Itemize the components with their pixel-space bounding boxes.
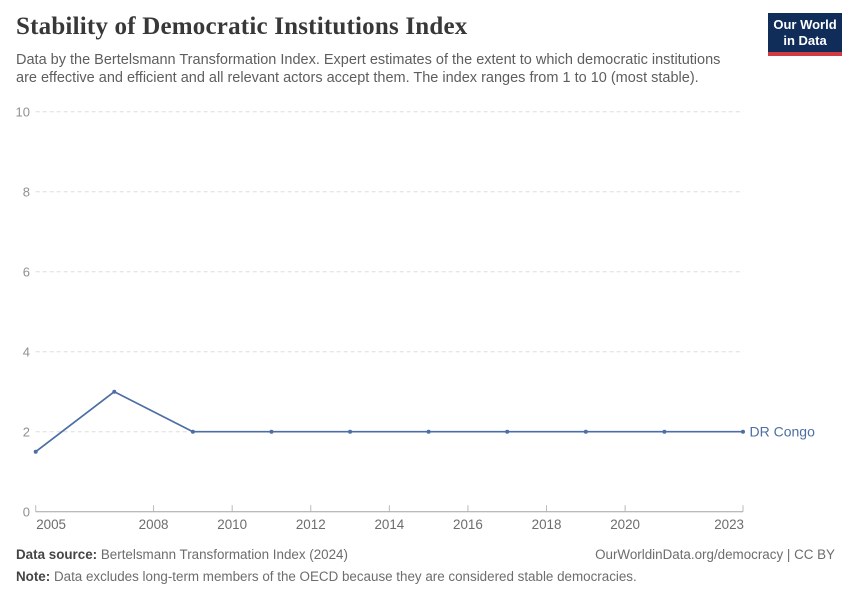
data-point-dr-congo-2007 bbox=[112, 389, 117, 394]
logo-text-line2: in Data bbox=[783, 32, 827, 48]
y-axis-label-0: 0 bbox=[23, 504, 30, 519]
x-axis-label-2020: 2020 bbox=[610, 517, 640, 532]
data-source-value: Bertelsmann Transformation Index (2024) bbox=[100, 547, 348, 562]
page-title: Stability of Democratic Institutions Ind… bbox=[16, 13, 468, 40]
series-line-dr-congo bbox=[34, 390, 744, 453]
y-axis-label-10: 10 bbox=[16, 104, 30, 119]
data-point-dr-congo-2023 bbox=[741, 429, 745, 434]
x-axis-label-2014: 2014 bbox=[374, 517, 404, 532]
logo-red-bar bbox=[768, 52, 842, 56]
data-point-dr-congo-2009 bbox=[190, 429, 195, 434]
x-axis-label-2016: 2016 bbox=[453, 517, 483, 532]
series-label-dr-congo: DR Congo bbox=[750, 423, 816, 439]
line-chart: 0 2 4 6 8 10 2005 2008 2010 2012 2014 2016 2018 2020 2… bbox=[16, 104, 816, 532]
y-axis-label-8: 8 bbox=[23, 184, 30, 199]
data-point-dr-congo-2021 bbox=[662, 429, 667, 434]
data-source-label: Data source: bbox=[16, 547, 98, 562]
subtitle-line-2: are effective and efficient and all rele… bbox=[16, 69, 699, 86]
x-axis-label-2012: 2012 bbox=[296, 517, 326, 532]
data-point-dr-congo-2015 bbox=[426, 429, 431, 434]
owid-link[interactable]: OurWorldinData.org/democracy | CC BY bbox=[595, 547, 835, 562]
footer-note-value: Data excludes long-term members of the O… bbox=[53, 569, 637, 584]
owid-logo[interactable]: Our World in Data bbox=[768, 13, 842, 56]
footer-note: Note: Data excludes long-term members of… bbox=[16, 569, 835, 585]
y-axis-label-6: 6 bbox=[23, 264, 30, 279]
footer-note-label: Note: bbox=[16, 569, 51, 584]
data-point-dr-congo-2011 bbox=[269, 429, 274, 434]
y-axis-label-4: 4 bbox=[23, 344, 30, 359]
x-axis-label-2023: 2023 bbox=[714, 517, 744, 532]
x-axis-label-2018: 2018 bbox=[532, 517, 562, 532]
x-axis-label-2005: 2005 bbox=[36, 517, 66, 532]
x-axis-label-2010: 2010 bbox=[217, 517, 247, 532]
x-axis-label-2008: 2008 bbox=[139, 517, 169, 532]
data-point-dr-congo-2005 bbox=[33, 449, 38, 454]
chart-subtitle: Data by the Bertelsmann Transformation I… bbox=[16, 52, 720, 87]
chart-footer: Data source: Bertelsmann Transformation … bbox=[16, 547, 835, 585]
data-point-dr-congo-2017 bbox=[505, 429, 510, 434]
subtitle-line-1: Data by the Bertelsmann Transformation I… bbox=[16, 52, 721, 68]
y-axis-label-2: 2 bbox=[23, 424, 30, 439]
data-source: Data source: Bertelsmann Transformation … bbox=[16, 547, 348, 563]
logo-text-line1: Our World bbox=[773, 17, 837, 32]
data-point-dr-congo-2013 bbox=[348, 429, 353, 434]
data-point-dr-congo-2019 bbox=[583, 429, 588, 434]
